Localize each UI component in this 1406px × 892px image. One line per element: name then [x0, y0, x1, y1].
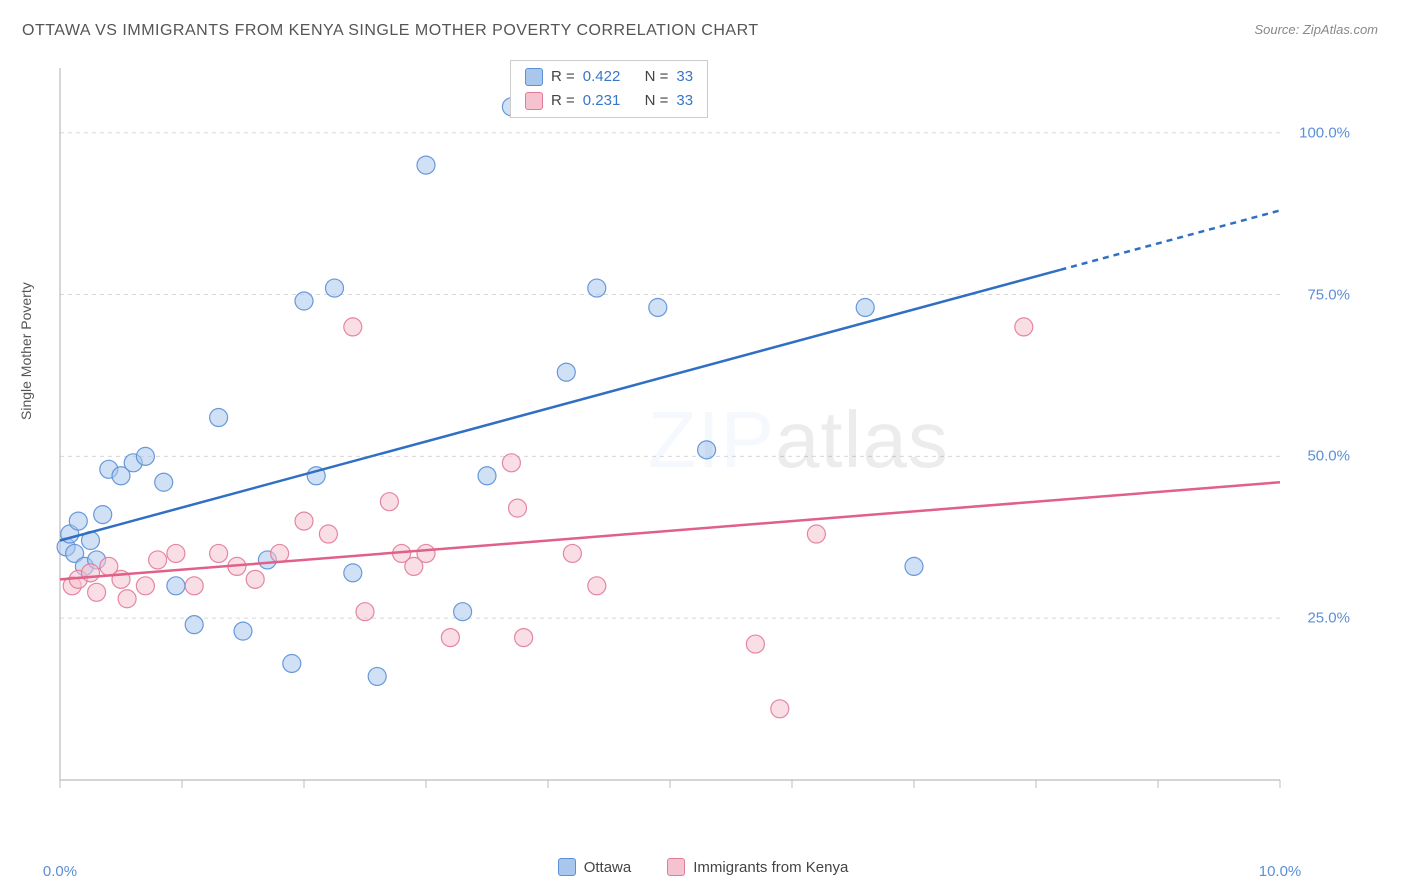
y-tick-label: 25.0%: [1307, 610, 1350, 627]
legend-item: Immigrants from Kenya: [667, 858, 848, 876]
stat-r-value: 0.231: [583, 89, 621, 113]
stat-r-label: R =: [551, 65, 575, 89]
legend-swatch: [525, 68, 543, 86]
y-tick-label: 50.0%: [1307, 448, 1350, 465]
legend-swatch: [667, 858, 685, 876]
scatter-plot: [50, 60, 1340, 820]
legend: Ottawa Immigrants from Kenya: [0, 858, 1406, 880]
chart-area: ZIPatlas 25.0%50.0%75.0%100.0%0.0%10.0%: [50, 60, 1340, 820]
y-tick-label: 75.0%: [1307, 286, 1350, 303]
stats-row: R = 0.422 N = 33: [525, 65, 693, 89]
correlation-stats-box: R = 0.422 N = 33 R = 0.231 N = 33: [510, 60, 708, 118]
legend-swatch: [525, 92, 543, 110]
chart-title: OTTAWA VS IMMIGRANTS FROM KENYA SINGLE M…: [22, 22, 759, 40]
y-axis-label: Single Mother Poverty: [18, 282, 34, 420]
stat-n-label: N =: [645, 89, 669, 113]
legend-label: Immigrants from Kenya: [693, 859, 848, 876]
legend-label: Ottawa: [584, 859, 632, 876]
stat-n-value: 33: [676, 89, 693, 113]
stat-n-label: N =: [645, 65, 669, 89]
legend-swatch: [558, 858, 576, 876]
stat-r-label: R =: [551, 89, 575, 113]
stat-r-value: 0.422: [583, 65, 621, 89]
y-tick-label: 100.0%: [1299, 124, 1350, 141]
stat-n-value: 33: [676, 65, 693, 89]
stats-row: R = 0.231 N = 33: [525, 89, 693, 113]
source-citation: Source: ZipAtlas.com: [1254, 22, 1378, 37]
legend-item: Ottawa: [558, 858, 632, 876]
